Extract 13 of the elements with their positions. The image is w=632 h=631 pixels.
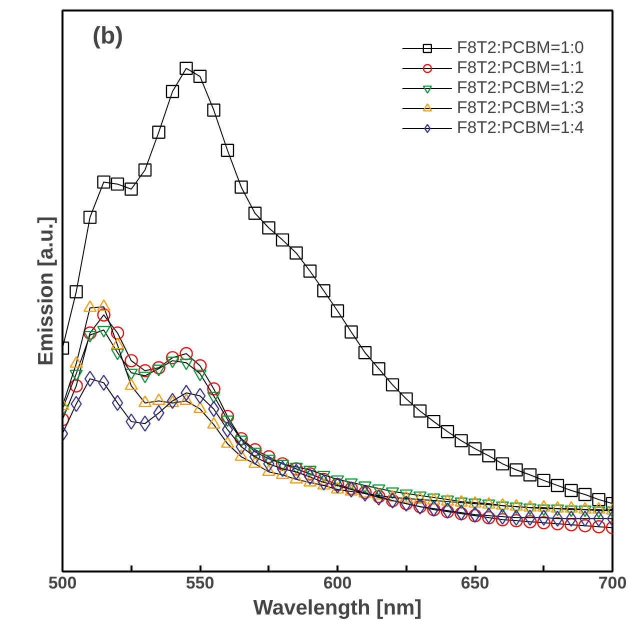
x-tick-label: 650 — [460, 574, 490, 592]
legend-label: F8T2:PCBM=1:3 — [456, 98, 584, 118]
legend-label: F8T2:PCBM=1:0 — [456, 38, 584, 58]
x-tick-label: 700 — [598, 574, 627, 592]
legend-label: F8T2:PCBM=1:4 — [456, 118, 584, 138]
x-tick-label: 600 — [323, 574, 352, 592]
x-tick-label: 550 — [186, 574, 214, 592]
x-tick-label: 500 — [48, 574, 77, 592]
y-axis-title: Emission [a.u.] — [34, 216, 58, 366]
x-axis-title: Wavelength [nm] — [253, 596, 422, 620]
legend-label: F8T2:PCBM=1:1 — [456, 58, 584, 78]
chart-title: (b) — [92, 22, 124, 50]
legend-label: F8T2:PCBM=1:2 — [456, 78, 584, 98]
